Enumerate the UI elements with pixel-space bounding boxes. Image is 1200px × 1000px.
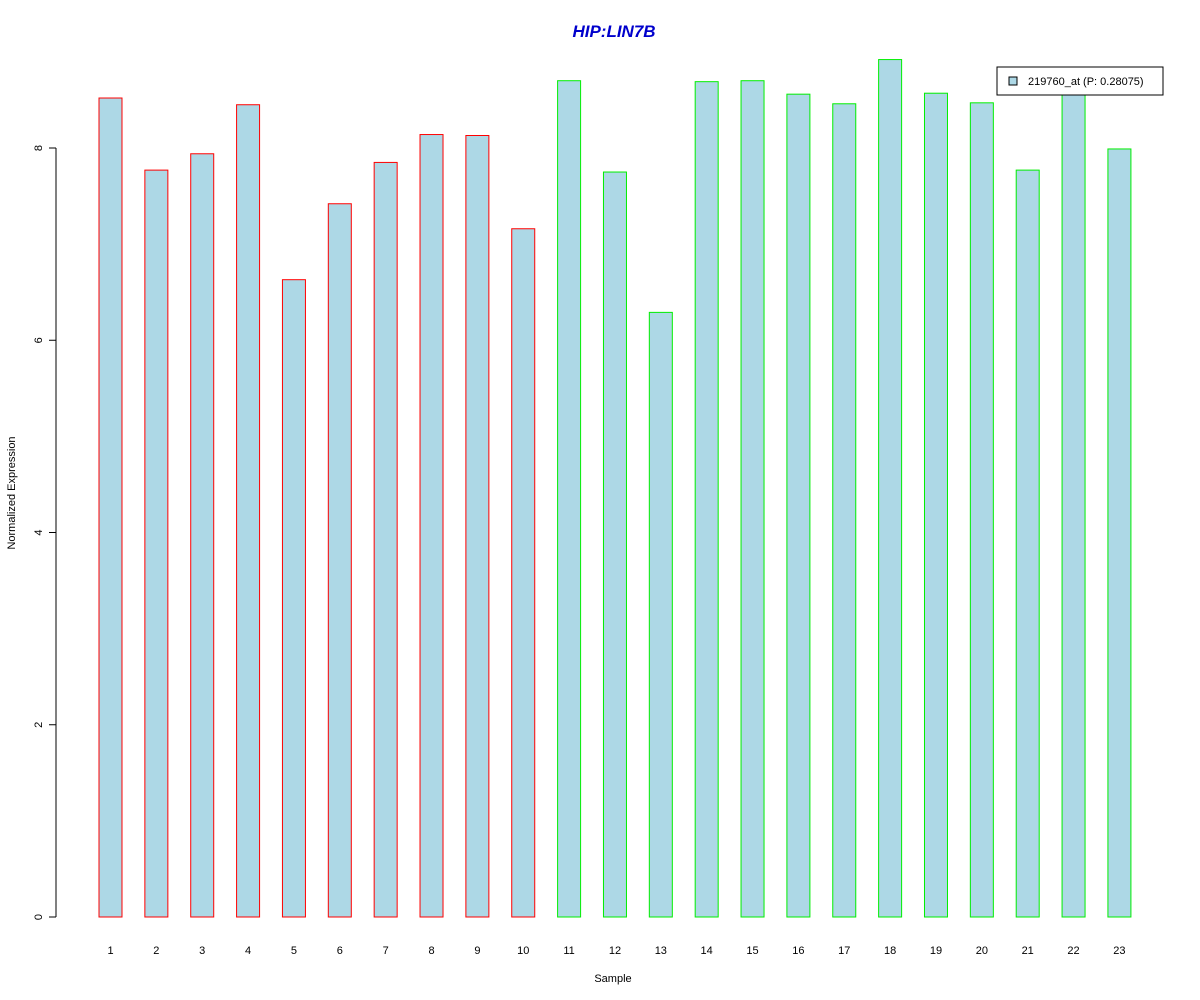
y-axis: 0 2 4 6 8 (33, 145, 57, 920)
bar (832, 103, 857, 918)
x-tick-label: 8 (428, 945, 434, 957)
x-axis-label: Sample (594, 973, 631, 985)
bar (236, 104, 261, 918)
x-tick-label: 17 (838, 945, 850, 957)
bar (786, 93, 811, 918)
x-tick-label: 21 (1022, 945, 1034, 957)
x-tick-label: 18 (884, 945, 896, 957)
x-tick-labels: 1 2 3 4 5 6 7 8 9 10 11 12 13 14 15 16 17 18 19 20 21 22 23 (107, 945, 1125, 957)
bar (923, 92, 948, 918)
x-tick-label: 20 (976, 945, 988, 957)
legend-label: 219760_at (P: 0.28075) (1028, 76, 1144, 88)
chart-title: HIP:LIN7B (572, 22, 655, 41)
x-tick-label: 10 (517, 945, 529, 957)
bar (1015, 169, 1040, 918)
bar (878, 59, 903, 918)
y-tick-label: 4 (33, 529, 45, 535)
bar (144, 169, 169, 918)
x-tick-label: 4 (245, 945, 251, 957)
y-ticks: 0 2 4 6 8 (33, 145, 56, 920)
y-tick-label: 0 (33, 914, 45, 920)
bar (373, 161, 398, 918)
x-tick-label: 16 (792, 945, 804, 957)
x-tick-label: 22 (1067, 945, 1079, 957)
bar (969, 102, 994, 918)
bar (1061, 93, 1086, 918)
x-tick-label: 15 (746, 945, 758, 957)
bar (1107, 148, 1132, 918)
bar (740, 80, 765, 918)
legend-box (996, 66, 1164, 96)
bar (557, 80, 582, 918)
bar (419, 134, 444, 918)
bar (465, 135, 490, 918)
bar (98, 97, 123, 918)
y-tick-label: 2 (33, 722, 45, 728)
x-tick-label: 7 (383, 945, 389, 957)
x-tick-label: 19 (930, 945, 942, 957)
bar (602, 171, 627, 918)
bar (694, 81, 719, 918)
y-tick-label: 6 (33, 337, 45, 343)
x-tick-label: 14 (701, 945, 713, 957)
x-tick-label: 6 (337, 945, 343, 957)
x-tick-label: 11 (563, 945, 574, 957)
x-tick-label: 9 (474, 945, 480, 957)
x-tick-label: 2 (153, 945, 159, 957)
bar (190, 153, 215, 918)
x-tick-label: 23 (1113, 945, 1125, 957)
y-tick-label: 8 (33, 145, 45, 151)
bar (327, 203, 352, 918)
bar (281, 279, 306, 918)
x-tick-label: 12 (609, 945, 621, 957)
x-tick-label: 13 (655, 945, 667, 957)
x-tick-label: 5 (291, 945, 297, 957)
bar (648, 311, 673, 918)
x-tick-label: 1 (107, 945, 113, 957)
legend: 219760_at (P: 0.28075) (996, 66, 1164, 96)
x-tick-label: 3 (199, 945, 205, 957)
legend-swatch (1008, 76, 1018, 86)
bar (511, 228, 536, 918)
bar-group (98, 59, 1132, 918)
y-axis-label: Normalized Expression (6, 436, 18, 549)
